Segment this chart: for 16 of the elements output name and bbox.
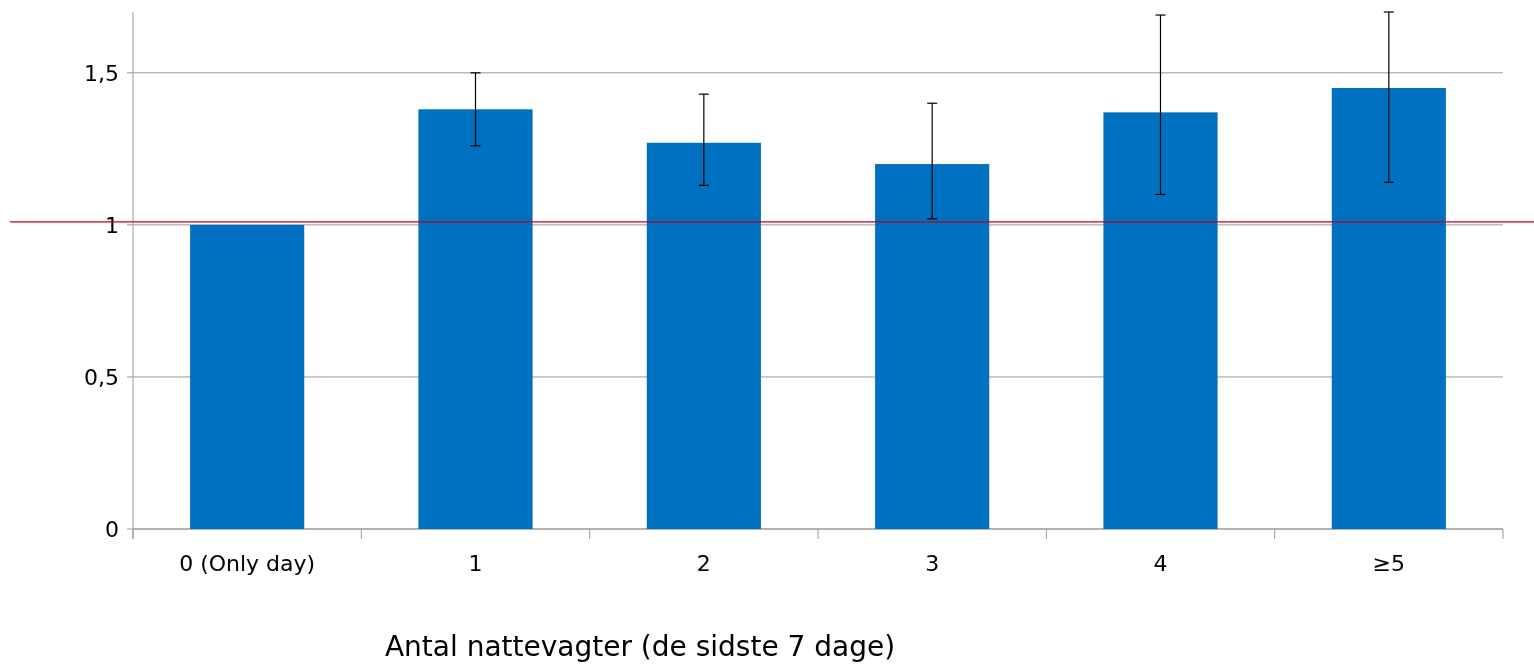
bar [1103, 112, 1218, 529]
y-tick-label: 0 [105, 516, 119, 542]
y-tick-label: 0,5 [84, 364, 119, 390]
y-tick-label: 1,5 [84, 60, 119, 86]
bar [875, 164, 990, 529]
x-tick-label: 2 [696, 551, 711, 576]
bar [418, 109, 533, 529]
x-tick-label: 0 (Only day) [179, 551, 316, 576]
x-tick-label: ≥5 [1372, 551, 1406, 576]
bar [646, 142, 761, 529]
bar [190, 224, 305, 529]
x-tick-label: 4 [1153, 551, 1168, 576]
bar [1331, 88, 1446, 529]
x-tick-label: 1 [468, 551, 483, 576]
x-axis-title: Antal nattevagter (de sidste 7 dage) [384, 630, 896, 663]
x-tick-label: 3 [925, 551, 940, 576]
